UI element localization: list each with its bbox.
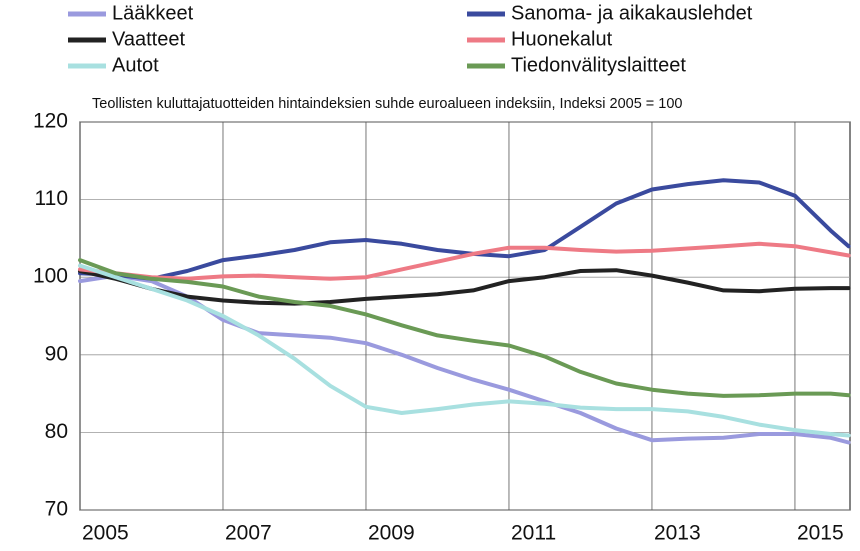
y-tick-label: 90 [45,342,68,365]
x-tick-label: 2009 [368,522,415,545]
series-line [78,258,851,398]
legend-label: Sanoma- ja aikakauslehdet [511,2,753,24]
y-tick-label: 80 [45,420,68,443]
y-tick-label: 120 [33,110,68,133]
x-tick-label: 2015 [797,522,844,545]
y-tick-label: 70 [45,498,68,521]
series-line [78,263,851,438]
series-line [78,178,851,281]
chart-subtitle: Teollisten kuluttajatuotteiden hintainde… [92,96,683,112]
y-tick-label: 100 [33,265,68,288]
legend-label: Huonekalut [511,28,613,50]
series-line [78,268,851,306]
legend-label: Vaatteet [112,28,185,50]
y-tick-label: 110 [35,187,68,210]
x-tick-label: 2005 [82,522,129,545]
x-tick-label: 2011 [511,522,556,545]
legend-label: Autot [112,54,159,76]
series-line [78,241,851,281]
legend-label: Lääkkeet [112,2,194,24]
legend-label: Tiedonvälityslaitteet [511,54,686,76]
x-tick-label: 2007 [225,522,272,545]
x-tick-label: 2013 [654,522,701,545]
